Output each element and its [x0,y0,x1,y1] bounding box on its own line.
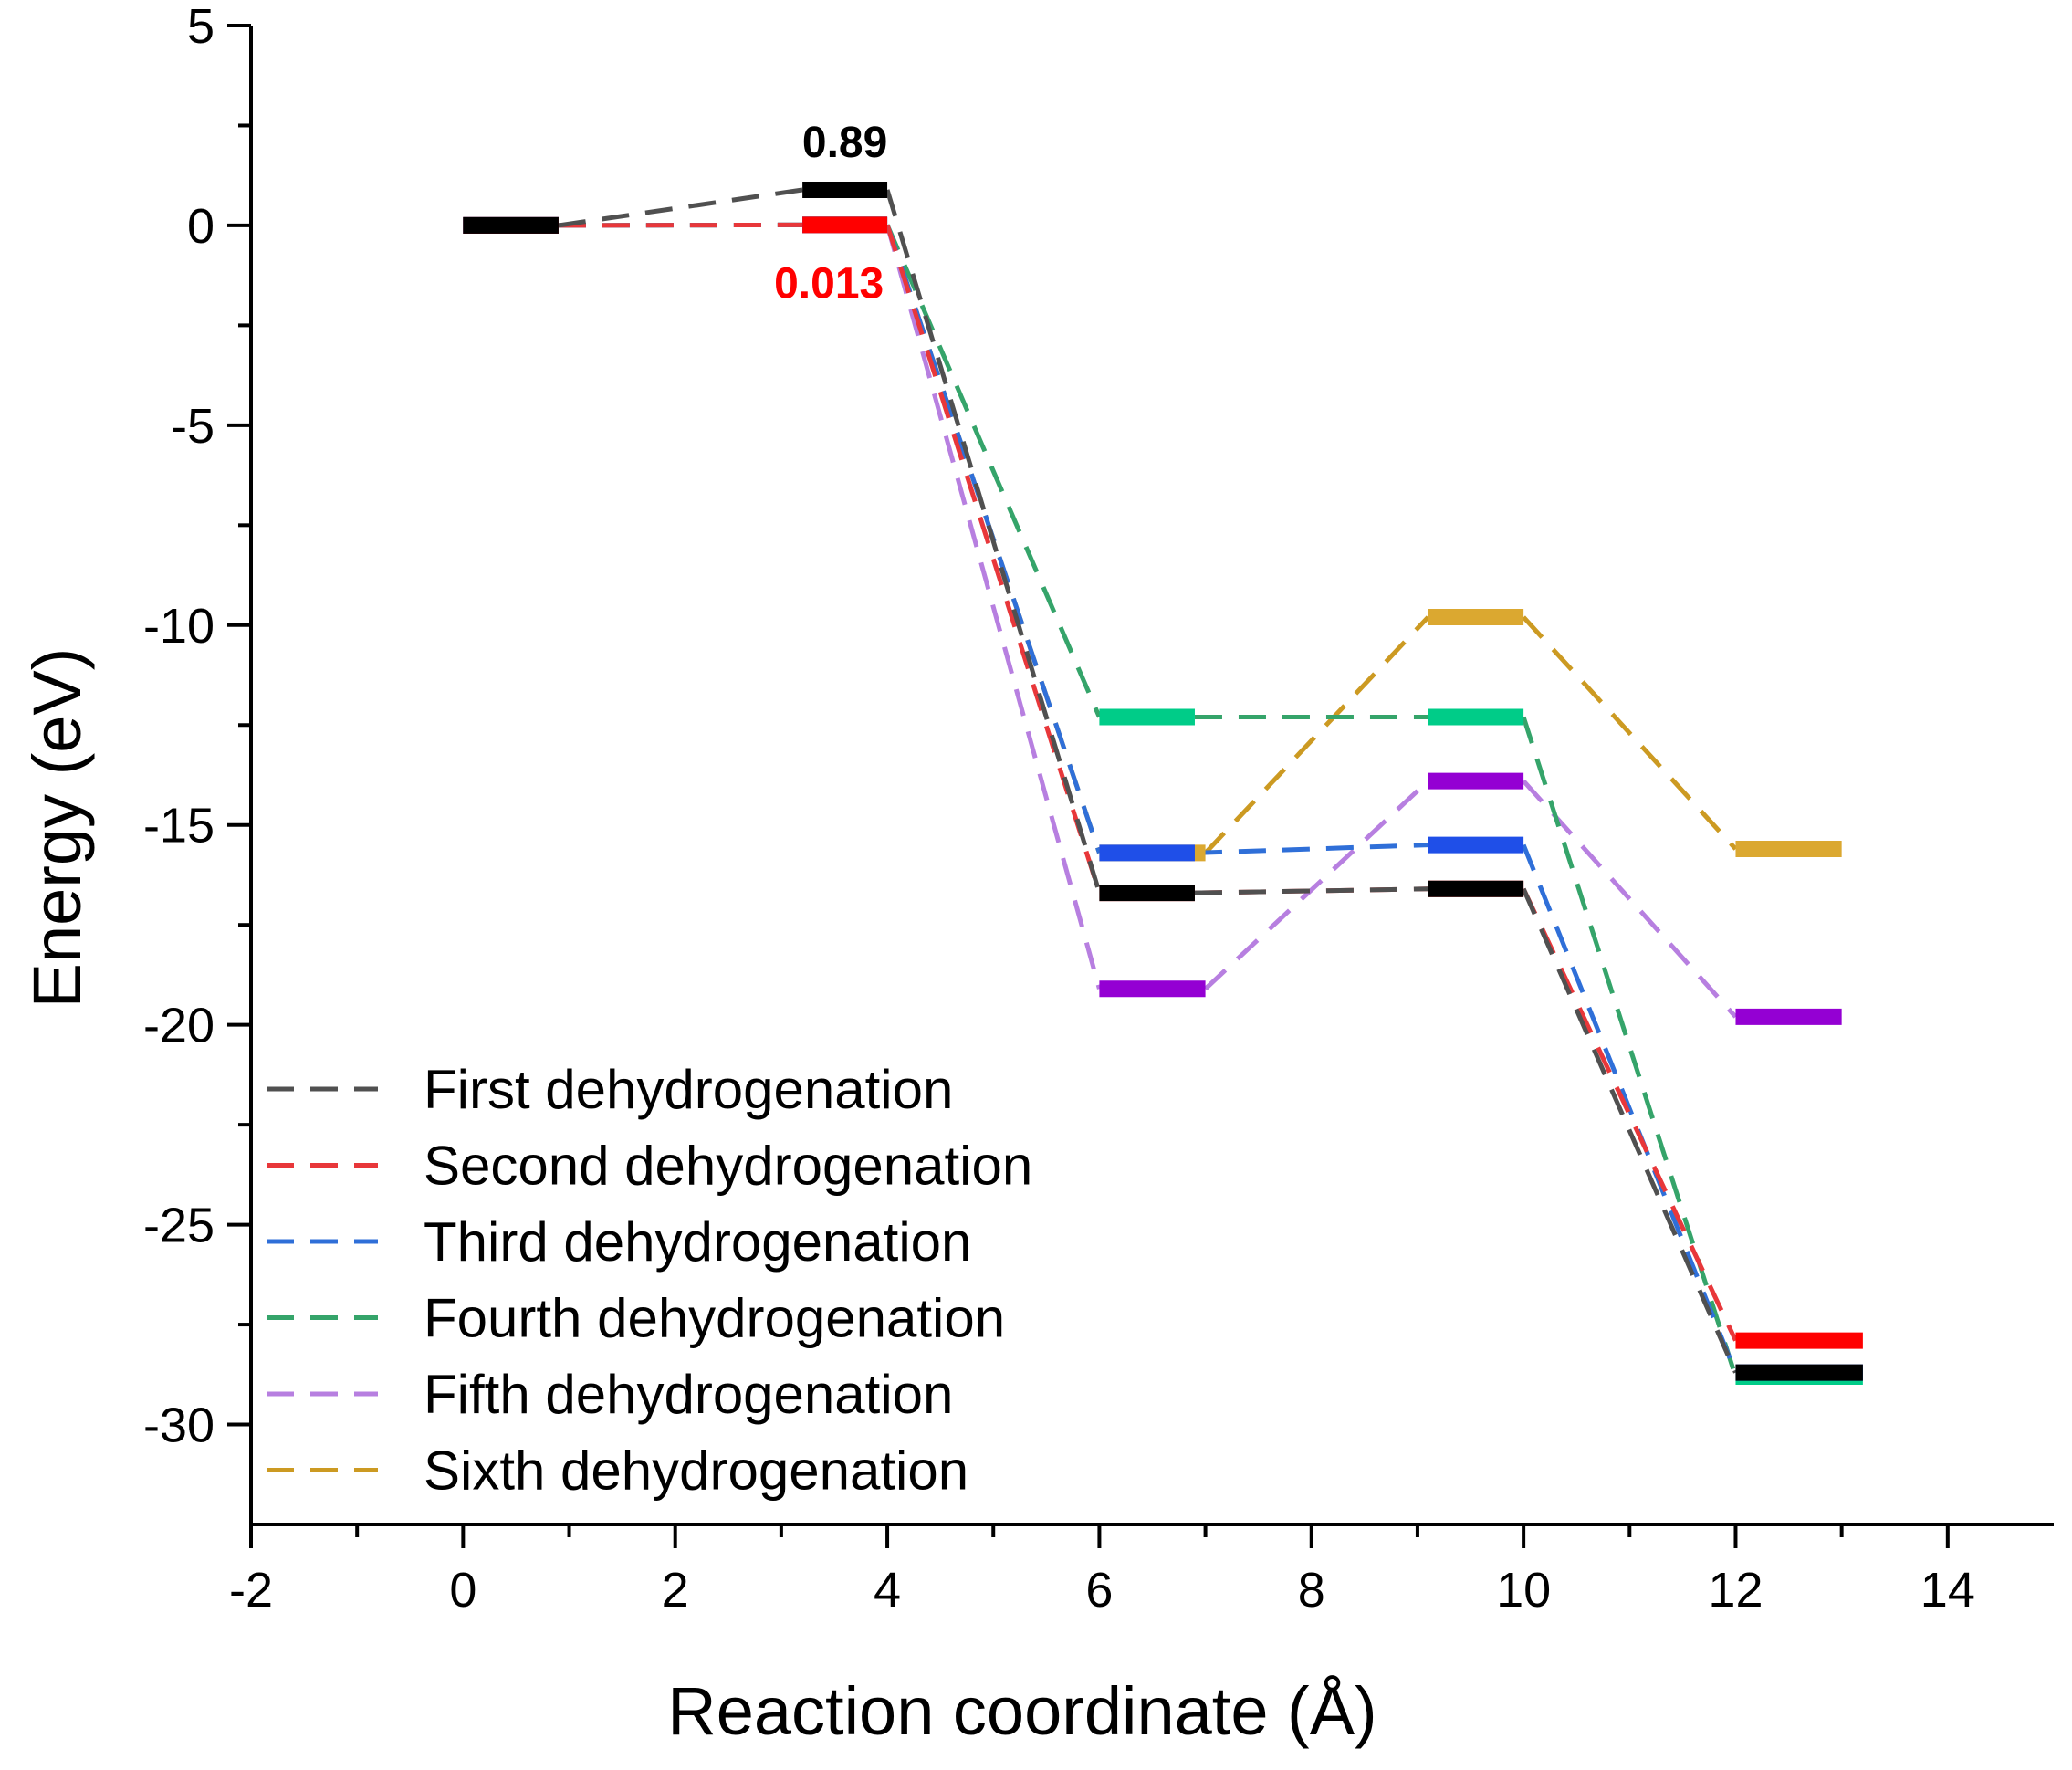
x-tick-label: 8 [1298,1563,1325,1618]
y-tick-label: -5 [171,399,215,454]
connector-line [1522,615,1738,851]
x-tick-label: -2 [229,1563,273,1618]
y-tick-label: 5 [187,0,215,54]
connector-line [884,224,1102,718]
connector-lines [558,187,1738,1377]
y-tick-label: -30 [143,1398,215,1453]
annotations: 0.89 0.013 [774,119,887,308]
connector-line [884,189,1102,894]
connector-line [884,224,1102,990]
legend-label: Fifth dehydrogenation [424,1364,953,1425]
x-tick-label: 14 [1920,1563,1975,1618]
x-axis-title: Reaction coordinate (Å) [667,1673,1376,1749]
connector-line [1521,887,1738,1342]
connector-line [1203,615,1430,855]
y-tick-label: -20 [143,999,215,1053]
connector-line [1521,887,1738,1374]
x-tick-label: 0 [449,1563,476,1618]
x-tick-label: 4 [874,1563,901,1618]
y-axis-title: Energy (eV) [19,648,95,1009]
legend-label: First dehydrogenation [424,1059,953,1120]
y-tick-label: 0 [187,199,215,254]
x-tick-label: 6 [1085,1563,1113,1618]
legend-label: Second dehydrogenation [424,1136,1032,1197]
y-tick-label: -10 [143,599,215,654]
y-tick-label: -15 [143,799,215,854]
energy-levels [463,181,1863,1385]
x-tick-label: 12 [1708,1563,1763,1618]
legend-label: Fourth dehydrogenation [424,1288,1005,1349]
legend-label: Third dehydrogenation [424,1211,971,1273]
legend: First dehydrogenation Second dehydrogenat… [267,1059,1032,1502]
connector-line [1194,886,1428,895]
connector-line [1521,843,1738,1374]
connector-line [1203,779,1430,991]
x-tick-label: 10 [1496,1563,1551,1618]
value-annotation: 0.013 [774,259,884,308]
value-annotation: 0.89 [802,119,887,167]
connector-line [558,187,803,228]
x-tick-label: 2 [662,1563,689,1618]
connector-line [1194,843,1428,855]
legend-label: Sixth dehydrogenation [424,1440,968,1502]
y-tick-label: -25 [143,1199,215,1253]
